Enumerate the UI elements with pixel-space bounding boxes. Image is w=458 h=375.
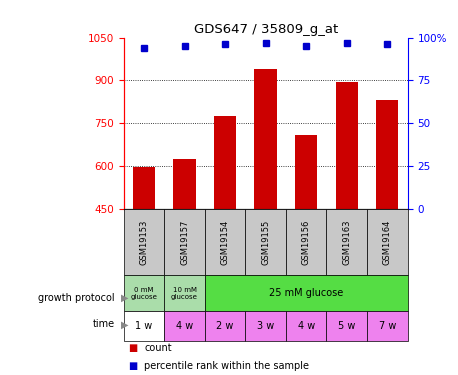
Bar xyxy=(367,311,408,341)
Text: GSM19154: GSM19154 xyxy=(221,219,229,265)
Bar xyxy=(164,311,205,341)
Text: ▶: ▶ xyxy=(121,293,129,303)
Text: 3 w: 3 w xyxy=(257,321,274,331)
Bar xyxy=(286,311,327,341)
Text: 10 mM
glucose: 10 mM glucose xyxy=(171,287,198,300)
Text: percentile rank within the sample: percentile rank within the sample xyxy=(144,361,309,370)
Text: growth protocol: growth protocol xyxy=(38,293,114,303)
Text: 7 w: 7 w xyxy=(379,321,396,331)
Bar xyxy=(245,209,286,275)
Text: GSM19157: GSM19157 xyxy=(180,219,189,265)
Bar xyxy=(214,116,236,209)
Text: GSM19164: GSM19164 xyxy=(383,219,392,265)
Bar xyxy=(133,167,155,209)
Bar xyxy=(245,311,286,341)
Text: GSM19155: GSM19155 xyxy=(261,219,270,265)
Bar xyxy=(124,209,164,275)
Text: ■: ■ xyxy=(128,343,137,353)
Bar xyxy=(205,209,245,275)
Bar xyxy=(124,311,164,341)
Bar xyxy=(376,100,398,209)
Text: GSM19163: GSM19163 xyxy=(342,219,351,265)
Bar xyxy=(336,82,358,209)
Bar xyxy=(255,69,277,209)
Bar xyxy=(327,209,367,275)
Bar xyxy=(164,275,205,311)
Text: GSM19156: GSM19156 xyxy=(302,219,311,265)
Bar xyxy=(173,159,196,209)
Bar xyxy=(295,135,317,209)
Bar xyxy=(164,209,205,275)
Bar xyxy=(286,209,327,275)
Text: 0 mM
glucose: 0 mM glucose xyxy=(131,287,158,300)
Bar xyxy=(205,275,408,311)
Text: ■: ■ xyxy=(128,361,137,370)
Bar xyxy=(205,311,245,341)
Text: 4 w: 4 w xyxy=(176,321,193,331)
Text: GSM19153: GSM19153 xyxy=(139,219,148,265)
Text: ▶: ▶ xyxy=(121,320,129,329)
Text: 2 w: 2 w xyxy=(216,321,234,331)
Title: GDS647 / 35809_g_at: GDS647 / 35809_g_at xyxy=(194,23,338,36)
Text: 4 w: 4 w xyxy=(298,321,315,331)
Bar xyxy=(367,209,408,275)
Text: count: count xyxy=(144,343,172,353)
Text: 1 w: 1 w xyxy=(135,321,153,331)
Bar xyxy=(327,311,367,341)
Text: time: time xyxy=(93,320,114,329)
Text: 25 mM glucose: 25 mM glucose xyxy=(269,288,344,298)
Text: 5 w: 5 w xyxy=(338,321,355,331)
Bar xyxy=(124,275,164,311)
